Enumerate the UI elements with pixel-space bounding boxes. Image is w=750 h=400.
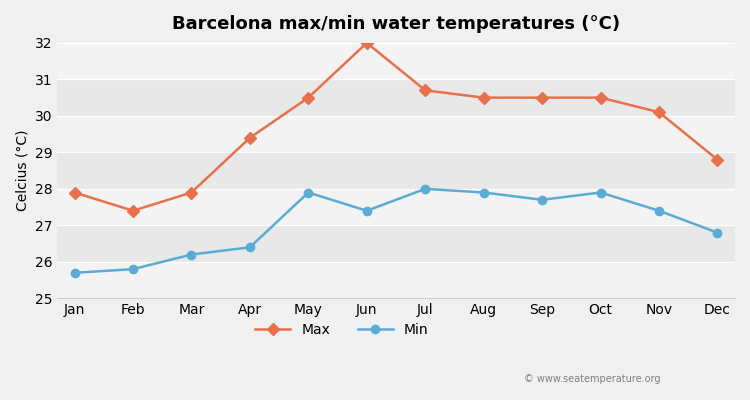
Bar xyxy=(57,152,735,189)
Bar xyxy=(57,189,735,225)
Title: Barcelona max/min water temperatures (°C): Barcelona max/min water temperatures (°C… xyxy=(172,15,620,33)
Bar xyxy=(57,262,735,298)
Legend: Max, Min: Max, Min xyxy=(250,317,433,342)
Bar xyxy=(57,79,735,116)
Bar xyxy=(57,43,735,79)
Y-axis label: Celcius (°C): Celcius (°C) xyxy=(15,130,29,211)
Bar xyxy=(57,225,735,262)
Text: © www.seatemperature.org: © www.seatemperature.org xyxy=(524,374,660,384)
Bar xyxy=(57,116,735,152)
